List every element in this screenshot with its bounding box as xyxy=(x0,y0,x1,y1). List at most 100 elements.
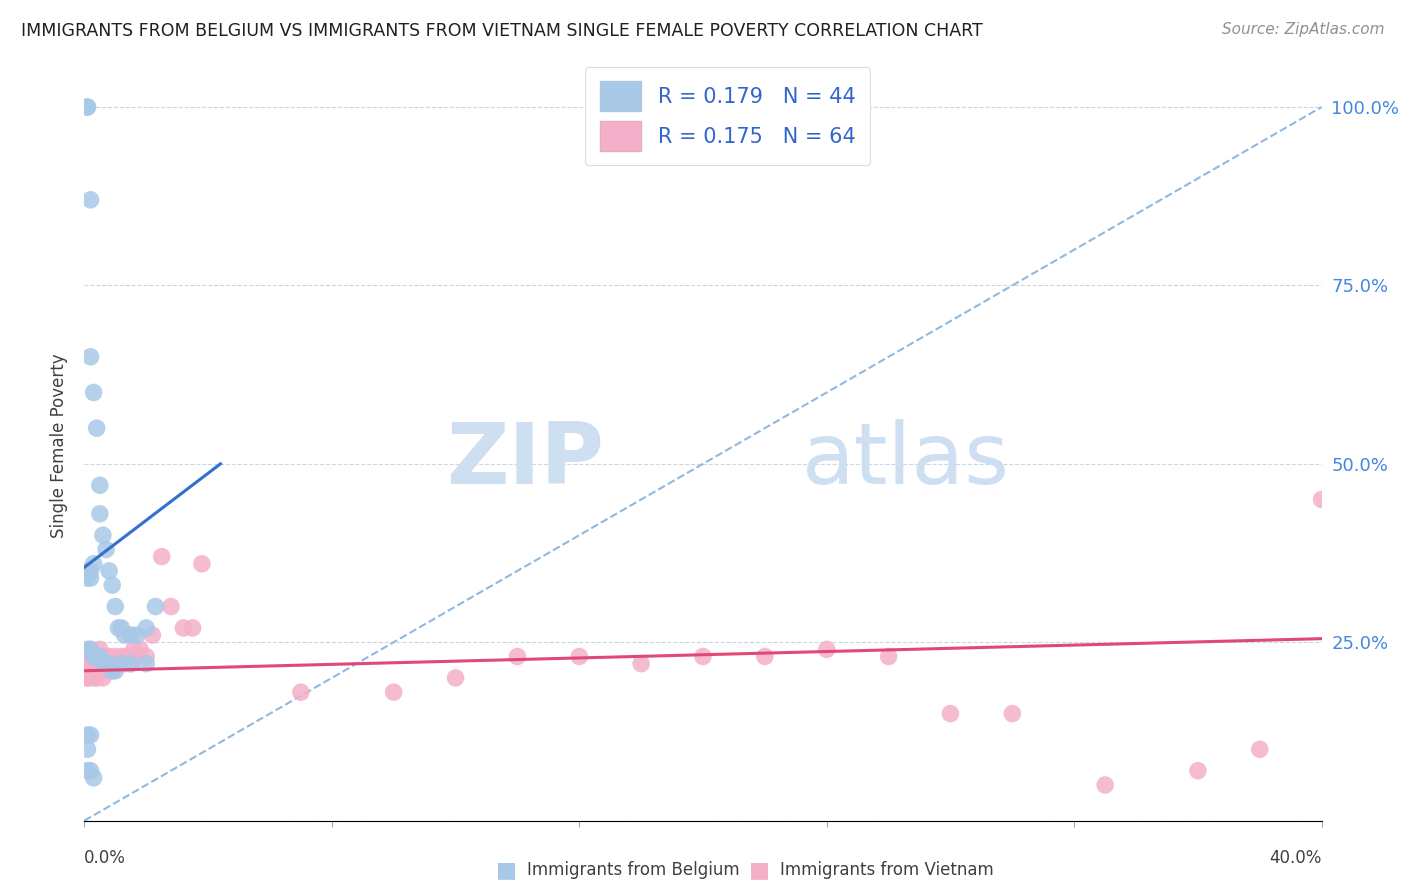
Point xyxy=(89,642,111,657)
Point xyxy=(135,657,157,671)
Point xyxy=(79,664,101,678)
Point xyxy=(86,421,108,435)
Point xyxy=(1001,706,1024,721)
Point xyxy=(89,649,111,664)
Text: Immigrants from Vietnam: Immigrants from Vietnam xyxy=(780,861,994,879)
Point xyxy=(76,671,98,685)
Point xyxy=(83,664,105,678)
Point xyxy=(83,649,105,664)
Point xyxy=(76,664,98,678)
Point xyxy=(86,664,108,678)
Point xyxy=(79,642,101,657)
Point xyxy=(94,649,117,664)
Point xyxy=(76,642,98,657)
Point xyxy=(79,571,101,585)
Point xyxy=(76,649,98,664)
Point xyxy=(76,742,98,756)
Point xyxy=(382,685,405,699)
Point xyxy=(79,642,101,657)
Point xyxy=(98,657,121,671)
Point xyxy=(506,649,529,664)
Point xyxy=(76,764,98,778)
Point xyxy=(117,649,139,664)
Point xyxy=(79,764,101,778)
Point xyxy=(150,549,173,564)
Point xyxy=(172,621,194,635)
Text: 0.0%: 0.0% xyxy=(84,849,127,867)
Point xyxy=(692,649,714,664)
Point xyxy=(94,664,117,678)
Point xyxy=(181,621,204,635)
Point xyxy=(91,657,114,671)
Point xyxy=(191,557,214,571)
Point xyxy=(89,664,111,678)
Point xyxy=(110,657,132,671)
Point xyxy=(107,621,129,635)
Point xyxy=(86,649,108,664)
Point xyxy=(89,657,111,671)
Point xyxy=(125,628,148,642)
Text: ■: ■ xyxy=(496,860,516,880)
Point xyxy=(1310,492,1333,507)
Point xyxy=(79,657,101,671)
Point xyxy=(83,671,105,685)
Point xyxy=(122,642,145,657)
Text: Source: ZipAtlas.com: Source: ZipAtlas.com xyxy=(1222,22,1385,37)
Point xyxy=(76,671,98,685)
Point xyxy=(141,628,163,642)
Point xyxy=(83,771,105,785)
Point xyxy=(83,649,105,664)
Point xyxy=(79,728,101,742)
Point xyxy=(1187,764,1209,778)
Point xyxy=(101,664,124,678)
Point xyxy=(91,649,114,664)
Point xyxy=(91,528,114,542)
Point xyxy=(101,664,124,678)
Text: IMMIGRANTS FROM BELGIUM VS IMMIGRANTS FROM VIETNAM SINGLE FEMALE POVERTY CORRELA: IMMIGRANTS FROM BELGIUM VS IMMIGRANTS FR… xyxy=(21,22,983,40)
Point xyxy=(114,628,136,642)
Point xyxy=(145,599,167,614)
Point xyxy=(160,599,183,614)
Point xyxy=(98,657,121,671)
Point xyxy=(94,542,117,557)
Point xyxy=(1249,742,1271,756)
Point xyxy=(104,664,127,678)
Point xyxy=(120,657,142,671)
Point xyxy=(939,706,962,721)
Point xyxy=(877,649,900,664)
Text: ■: ■ xyxy=(749,860,769,880)
Point xyxy=(89,507,111,521)
Point xyxy=(630,657,652,671)
Point xyxy=(104,649,127,664)
Point xyxy=(83,657,105,671)
Point xyxy=(83,385,105,400)
Point xyxy=(135,649,157,664)
Point xyxy=(94,657,117,671)
Point xyxy=(83,557,105,571)
Point xyxy=(79,350,101,364)
Point xyxy=(91,671,114,685)
Point xyxy=(135,621,157,635)
Point xyxy=(110,621,132,635)
Text: Immigrants from Belgium: Immigrants from Belgium xyxy=(527,861,740,879)
Text: atlas: atlas xyxy=(801,419,1010,502)
Point xyxy=(91,657,114,671)
Point xyxy=(76,100,98,114)
Point xyxy=(76,728,98,742)
Point xyxy=(79,193,101,207)
Point xyxy=(79,564,101,578)
Point xyxy=(290,685,312,699)
Point xyxy=(86,671,108,685)
Point xyxy=(76,657,98,671)
Point xyxy=(89,649,111,664)
Point xyxy=(76,657,98,671)
Point xyxy=(89,478,111,492)
Point xyxy=(76,571,98,585)
Y-axis label: Single Female Poverty: Single Female Poverty xyxy=(51,354,69,538)
Point xyxy=(76,564,98,578)
Point xyxy=(79,657,101,671)
Point xyxy=(104,657,127,671)
Point xyxy=(76,657,98,671)
Point xyxy=(815,642,838,657)
Point xyxy=(101,578,124,592)
